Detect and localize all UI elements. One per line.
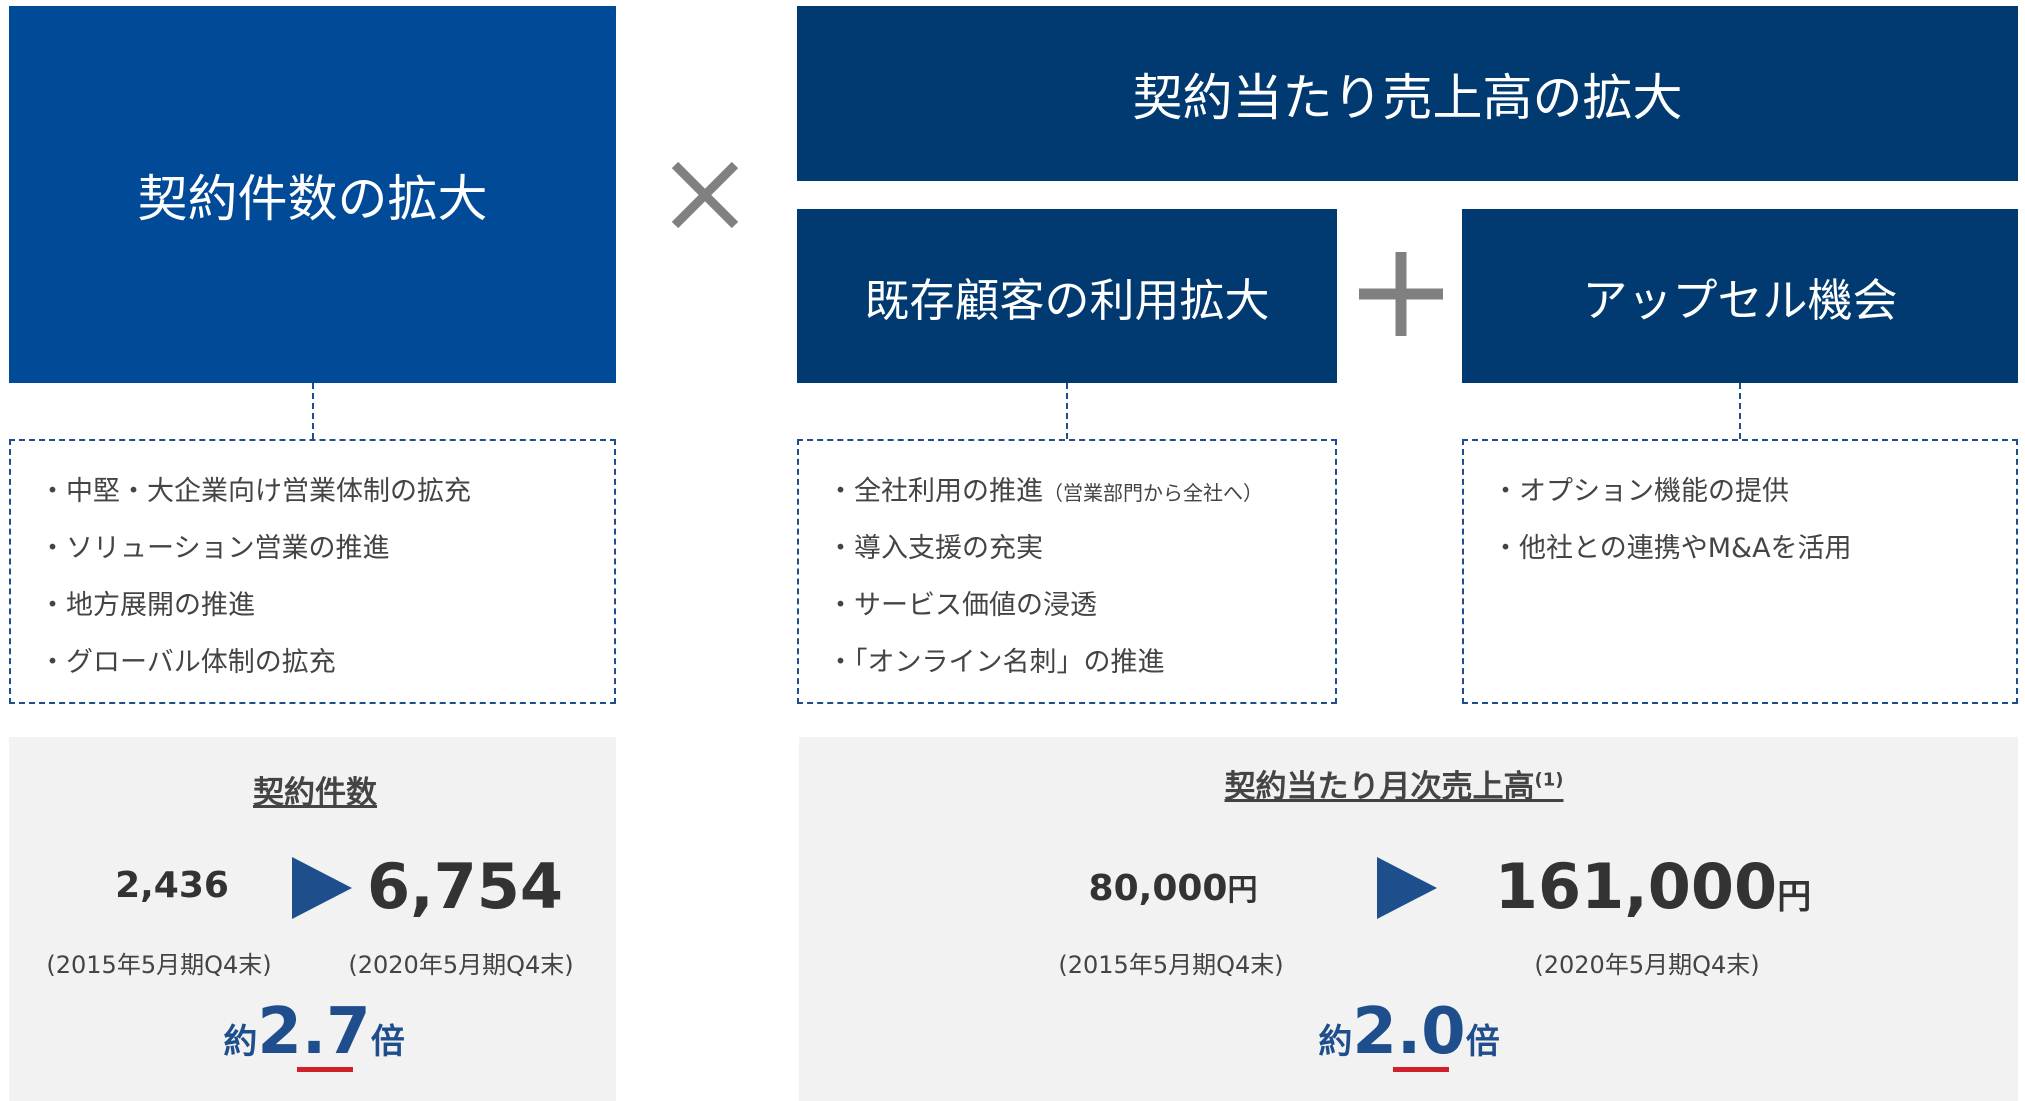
bullet: オプション機能の提供 bbox=[1492, 469, 1789, 508]
bullet: 他社との連携やM&Aを活用 bbox=[1492, 526, 1852, 565]
label: 契約当たり月次売上高 bbox=[1224, 769, 1535, 805]
bullet-box: オプション機能の提供他社との連携やM&Aを活用 bbox=[1462, 439, 2018, 704]
underline bbox=[297, 1067, 353, 1072]
suffix: 倍 bbox=[1465, 1022, 1500, 1062]
stats-panel: 契約件数 2,436 6,754 (2015年5月期Q4末) (2020年5月期… bbox=[9, 737, 616, 1101]
value: 161,000 bbox=[1494, 850, 1778, 923]
after-value: 161,000円 bbox=[1495, 850, 1811, 923]
connector bbox=[1739, 383, 1741, 439]
unit: 円 bbox=[1227, 873, 1258, 908]
left-title: 契約件数の拡大 bbox=[9, 6, 616, 383]
sub1-title: 既存顧客の利用拡大 bbox=[797, 209, 1337, 383]
bullet: 全社利用の推進（営業部門から全社へ） bbox=[827, 469, 1263, 508]
bullet-box: 中堅・大企業向け営業体制の拡充ソリューション営業の推進地方展開の推進グローバル体… bbox=[9, 439, 616, 704]
bullet: グローバル体制の拡充 bbox=[39, 640, 336, 679]
multiplier: 約2.0倍 bbox=[1318, 995, 1499, 1069]
footnote: (1) bbox=[1534, 769, 1564, 791]
multiplier-value: 2.0 bbox=[1352, 995, 1466, 1069]
unit: 円 bbox=[1777, 877, 1812, 917]
plus-icon bbox=[1359, 252, 1443, 336]
bullet: 導入支援の充実 bbox=[827, 526, 1043, 565]
arrow bbox=[1377, 857, 1437, 919]
bullet-box: 全社利用の推進（営業部門から全社へ） 導入支援の充実サービス価値の浸透「オンライン… bbox=[797, 439, 1337, 704]
bullet: 「オンライン名刺」の推進 bbox=[827, 640, 1165, 679]
bullet: 中堅・大企業向け営業体制の拡充 bbox=[39, 469, 471, 508]
stats-panel: 契約当たり月次売上高(1) 80,000円 161,000円 (2015年5月期… bbox=[799, 737, 2018, 1101]
bullet: サービス価値の浸透 bbox=[827, 583, 1097, 622]
connector bbox=[312, 383, 314, 439]
arrow bbox=[292, 857, 352, 919]
bullet: ソリューション営業の推進 bbox=[39, 526, 389, 565]
after-value: 6,754 bbox=[366, 850, 564, 923]
before-period: (2015年5月期Q4末) bbox=[46, 951, 272, 979]
suffix: 倍 bbox=[370, 1022, 405, 1062]
after-period: (2020年5月期Q4末) bbox=[1534, 951, 1760, 979]
underline bbox=[1393, 1067, 1449, 1072]
prefix: 約 bbox=[223, 1022, 258, 1062]
bullet: 地方展開の推進 bbox=[39, 583, 255, 622]
before-period: (2015年5月期Q4末) bbox=[1058, 951, 1284, 979]
stats-label: 契約件数 bbox=[253, 775, 377, 811]
multiplier-value: 2.7 bbox=[257, 995, 371, 1069]
bullet-note: （営業部門から全社へ） bbox=[1043, 481, 1263, 505]
right-title: 契約当たり売上高の拡大 bbox=[797, 6, 2018, 181]
value: 80,000 bbox=[1088, 868, 1228, 909]
before-value: 2,436 bbox=[115, 865, 229, 906]
multiplier: 約2.7倍 bbox=[223, 995, 404, 1069]
connector bbox=[1066, 383, 1068, 439]
before-value: 80,000円 bbox=[1089, 865, 1258, 909]
sub2-title: アップセル機会 bbox=[1462, 209, 2018, 383]
prefix: 約 bbox=[1318, 1022, 1353, 1062]
times-icon bbox=[671, 161, 739, 229]
stats-label: 契約当たり月次売上高(1) bbox=[1225, 761, 1564, 806]
after-period: (2020年5月期Q4末) bbox=[348, 951, 574, 979]
